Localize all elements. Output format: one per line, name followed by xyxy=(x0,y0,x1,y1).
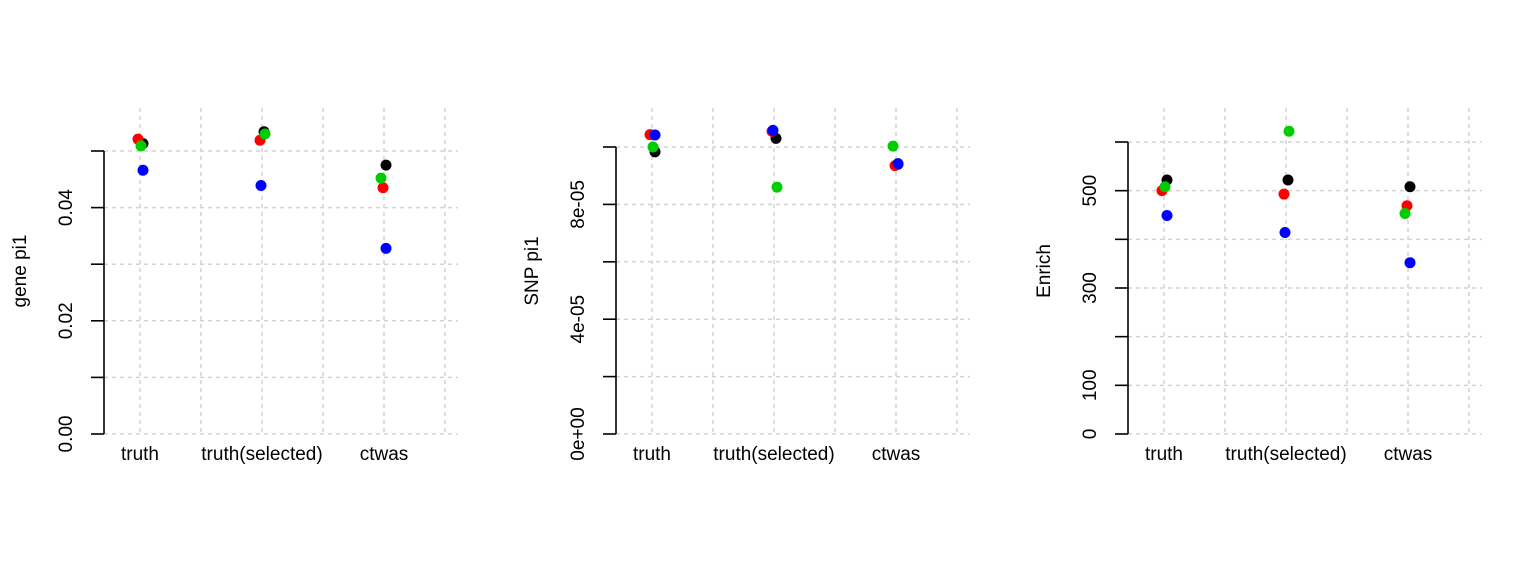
data-point xyxy=(1404,181,1416,193)
data-point xyxy=(377,182,389,194)
data-point xyxy=(892,158,904,170)
data-point xyxy=(1282,174,1294,186)
x-category-label: ctwas xyxy=(360,444,409,465)
data-point xyxy=(771,181,783,193)
data-point xyxy=(1399,208,1411,220)
data-point xyxy=(647,141,659,153)
y-tick-label: 300 xyxy=(1080,272,1101,304)
y-tick-label: 0e+00 xyxy=(568,407,589,460)
x-category-label: ctwas xyxy=(872,444,921,465)
x-category-label: truth xyxy=(633,444,671,465)
data-point xyxy=(255,180,267,192)
data-point xyxy=(1283,125,1295,137)
y-tick-label: 0.02 xyxy=(56,302,77,339)
y-tick-label: 8e-05 xyxy=(568,180,589,229)
x-category-label: truth xyxy=(121,444,159,465)
y-tick-label: 0 xyxy=(1080,429,1101,440)
data-point xyxy=(137,164,149,176)
x-category-label: truth(selected) xyxy=(713,444,834,465)
data-point xyxy=(649,129,661,141)
y-tick-label: 0.00 xyxy=(56,416,77,453)
data-point xyxy=(375,172,387,184)
x-category-label: truth(selected) xyxy=(201,444,322,465)
data-point xyxy=(767,124,779,136)
y-tick-label: 4e-05 xyxy=(568,295,589,344)
data-point xyxy=(887,140,899,152)
x-category-label: ctwas xyxy=(1384,444,1433,465)
panel-gene-pi1: 0.00 0.02 0.04 gene pi1 truth truth(selected)… xyxy=(10,108,458,465)
y-tick-label: 100 xyxy=(1080,369,1101,401)
y-axis-title: gene pi1 xyxy=(10,235,31,308)
data-point xyxy=(259,128,271,140)
y-axis-title: Enrich xyxy=(1034,244,1055,298)
x-category-label: truth(selected) xyxy=(1225,444,1346,465)
data-point xyxy=(380,242,392,254)
data-point xyxy=(380,159,392,171)
data-point xyxy=(1404,257,1416,269)
data-point xyxy=(1278,188,1290,200)
panel-enrich: 0 100 300 500 Enrich truth truth(selected) ctwa… xyxy=(1034,108,1482,465)
data-point xyxy=(135,140,147,152)
data-point xyxy=(1161,209,1173,221)
x-category-label: truth xyxy=(1145,444,1183,465)
y-tick-label: 0.04 xyxy=(56,189,77,226)
data-point xyxy=(1159,181,1171,193)
y-axis-title: SNP pi1 xyxy=(522,236,543,305)
panel-snp-pi1: 0e+00 4e-05 8e-05 SNP pi1 truth truth(selecte… xyxy=(522,108,970,465)
data-point xyxy=(1279,227,1291,239)
y-tick-label: 500 xyxy=(1080,175,1101,207)
